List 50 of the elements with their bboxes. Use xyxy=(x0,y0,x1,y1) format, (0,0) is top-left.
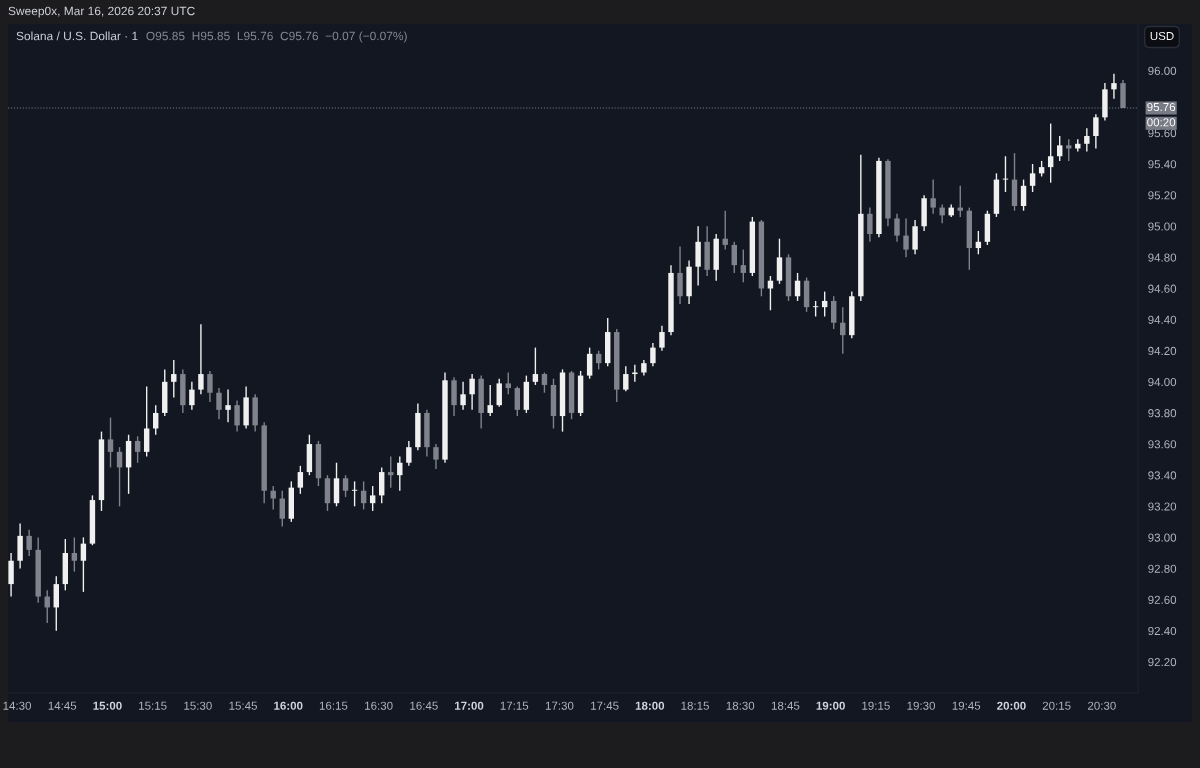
x-tick-label: 16:15 xyxy=(319,701,348,710)
x-tick-label: 14:45 xyxy=(48,701,77,710)
x-tick-label: 15:15 xyxy=(139,701,167,710)
y-tick-label: 94.40 xyxy=(1148,315,1177,324)
x-tick-label: 19:15 xyxy=(862,701,890,710)
y-tick-label: 95.20 xyxy=(1148,191,1177,200)
x-tick-label: 19:45 xyxy=(952,701,981,710)
x-tick-label: 15:45 xyxy=(229,701,257,710)
x-tick-label: 17:15 xyxy=(500,701,529,710)
y-tick-label: 93.00 xyxy=(1148,533,1177,542)
y-tick-label: 92.80 xyxy=(1148,564,1177,573)
y-tick-label: 92.40 xyxy=(1148,626,1177,636)
x-tick-label: 20:00 xyxy=(997,701,1026,710)
y-tick-label: 96.00 xyxy=(1148,66,1177,75)
x-tick-label: 18:30 xyxy=(726,701,755,710)
text: USD xyxy=(1150,31,1174,41)
x-tick-label: 18:00 xyxy=(635,701,665,710)
x-tick-label: 16:45 xyxy=(410,701,438,710)
x-tick-label: 19:00 xyxy=(816,701,845,710)
x-tick-label: 20:30 xyxy=(1088,701,1116,710)
x-tick-label: 17:45 xyxy=(591,701,619,710)
text: Sweep0x, Mar 16, 2026 20:37 UTC xyxy=(8,6,195,18)
y-tick-label: 94.20 xyxy=(1148,346,1177,356)
chart-title: Solana / U.S. Dollar · 1 xyxy=(16,31,138,41)
x-tick-label: 18:15 xyxy=(681,701,709,710)
ref-line-label: 95.76 xyxy=(1147,102,1176,112)
x-tick-label: 15:00 xyxy=(93,701,122,710)
x-tick-label: 19:30 xyxy=(907,701,936,710)
x-tick-label: 17:30 xyxy=(545,701,574,710)
x-tick-label: 14:30 xyxy=(3,701,32,710)
y-tick-label: 93.20 xyxy=(1148,502,1177,511)
x-tick-label: 16:30 xyxy=(365,701,393,710)
y-tick-label: 92.60 xyxy=(1148,595,1177,604)
text: 00:20 xyxy=(1147,118,1176,127)
y-tick-label: 94.00 xyxy=(1148,377,1177,387)
x-tick-label: 16:00 xyxy=(274,701,303,710)
y-tick-label: 95.60 xyxy=(1148,129,1177,138)
y-tick-label: 94.60 xyxy=(1148,284,1177,293)
x-tick-label: 20:15 xyxy=(1042,701,1071,710)
y-tick-label: 93.80 xyxy=(1148,409,1177,418)
x-tick-label: 18:45 xyxy=(771,701,800,710)
y-tick-label: 92.20 xyxy=(1148,658,1177,667)
y-tick-label: 93.40 xyxy=(1148,471,1177,480)
y-tick-label: 94.80 xyxy=(1148,253,1177,262)
y-tick-label: 95.40 xyxy=(1148,160,1177,169)
x-tick-label: 17:00 xyxy=(455,701,484,710)
y-tick-label: 93.60 xyxy=(1148,440,1177,449)
text: O95.85 H95.85 L95.76 C95.76 −0.07 (−0.07%) xyxy=(146,31,407,43)
x-tick-label: 15:30 xyxy=(184,701,212,710)
y-tick-label: 95.00 xyxy=(1148,222,1177,231)
